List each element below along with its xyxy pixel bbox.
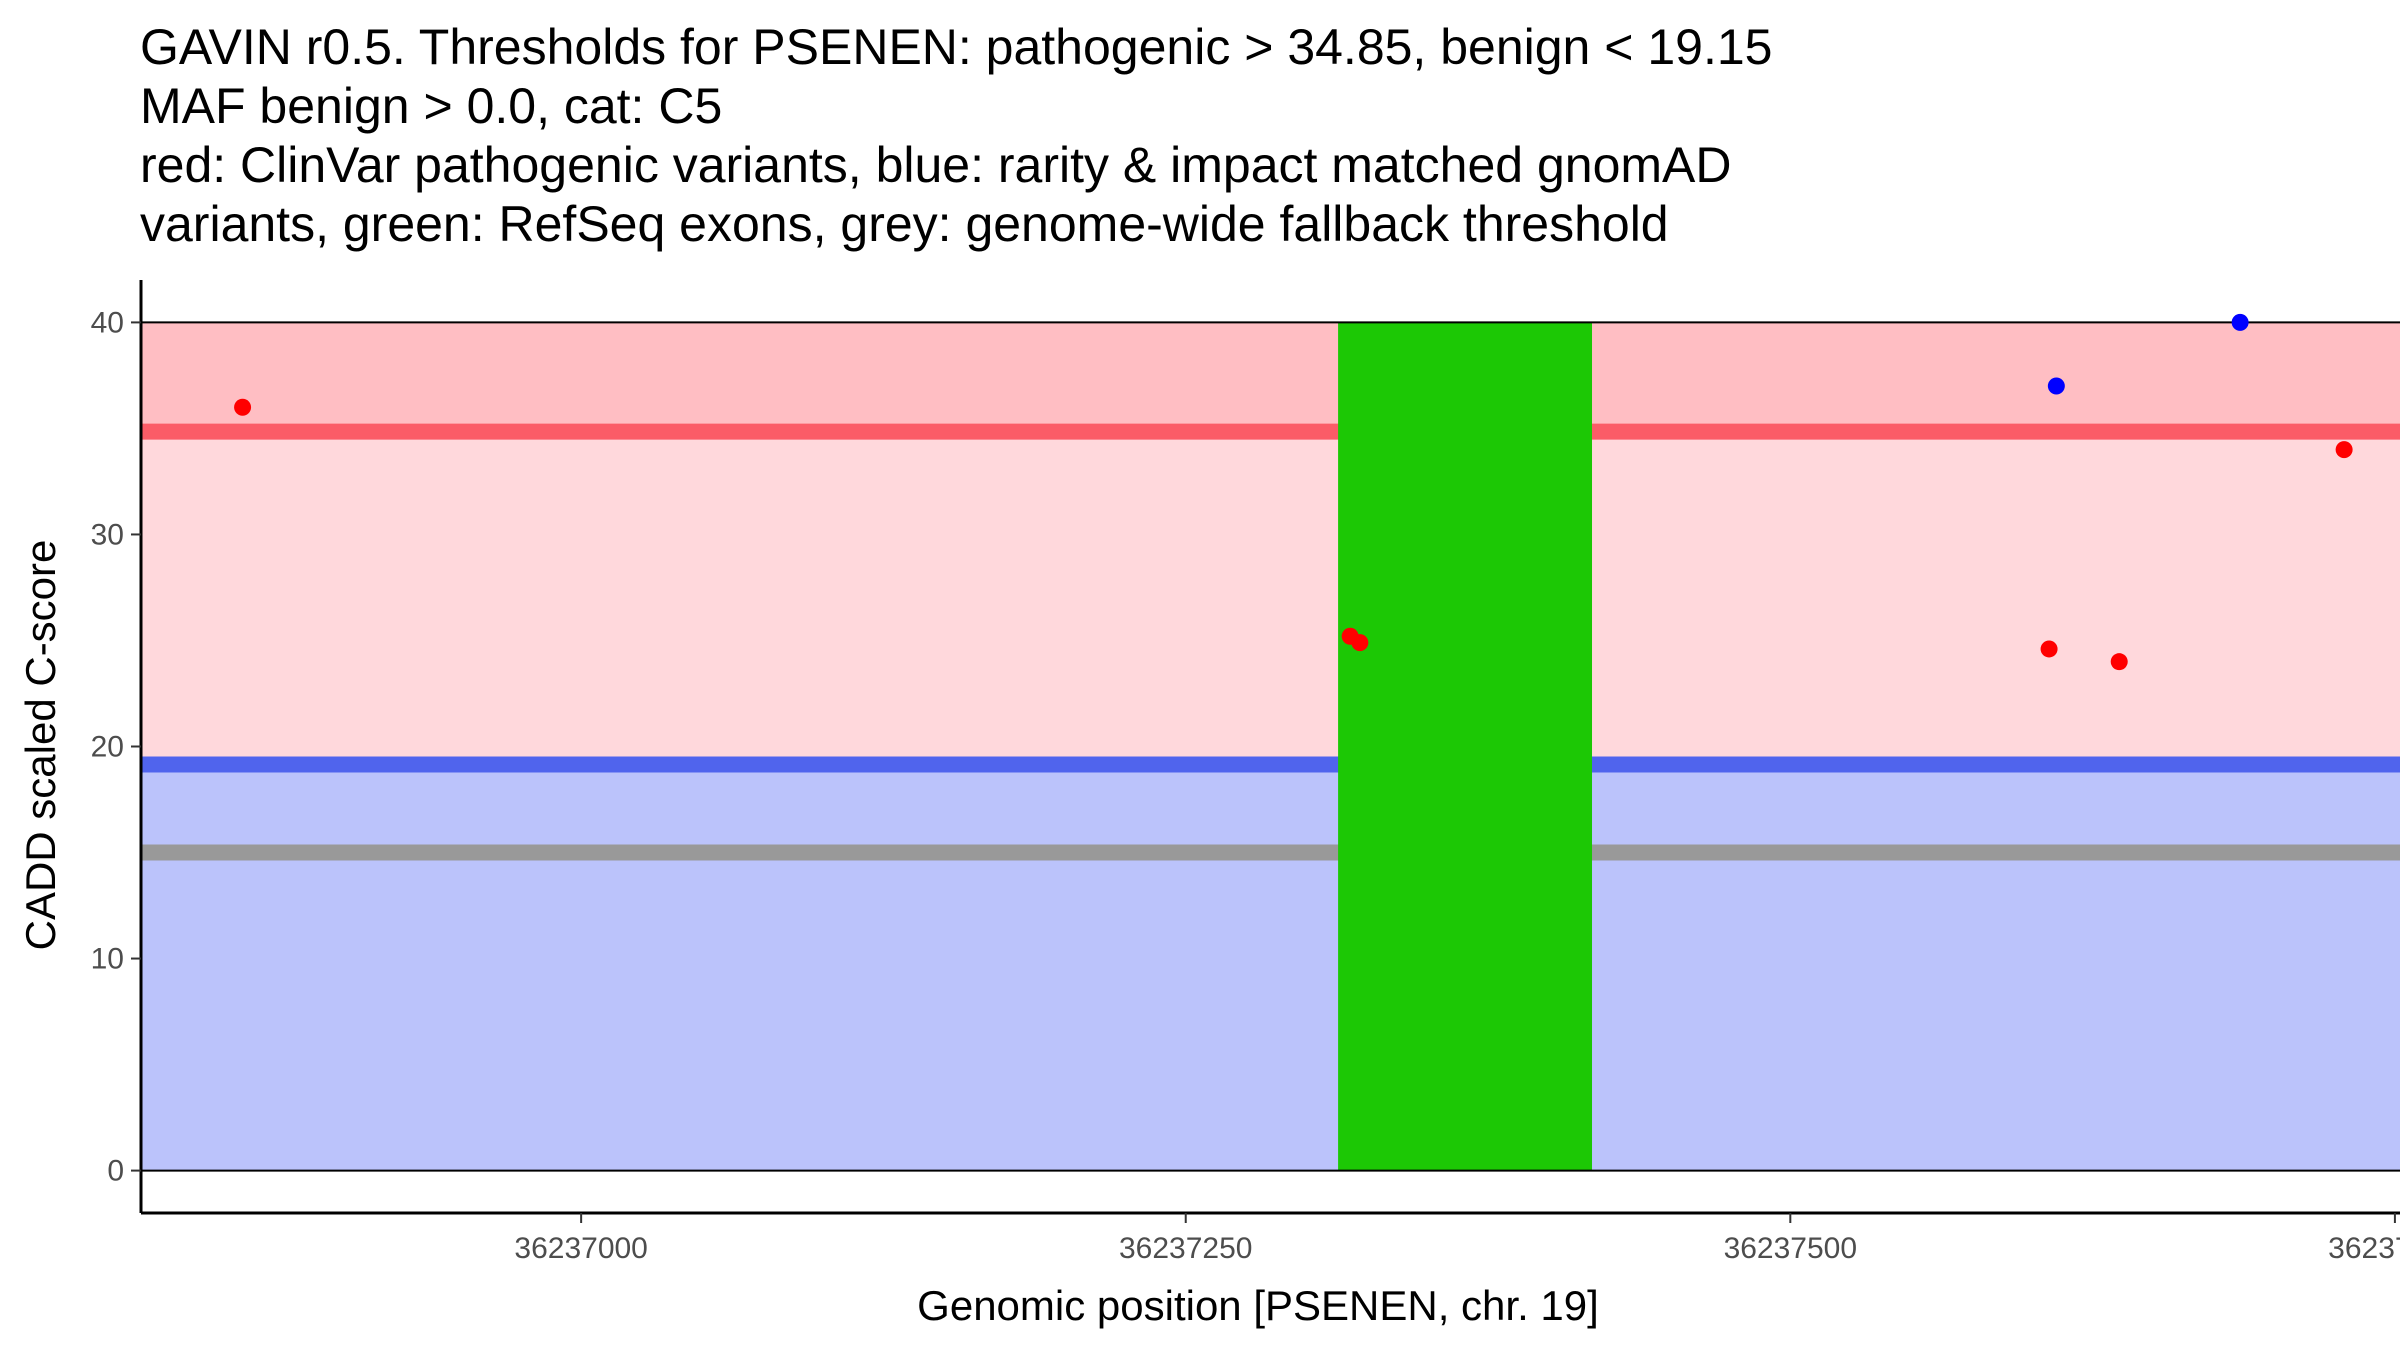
title-line-1: GAVIN r0.5. Thresholds for PSENEN: patho… [140,19,1773,75]
x-tick-label: 36237500 [1724,1232,1857,1265]
benign-region [141,764,2400,1171]
y-tick-label: 10 [91,943,124,976]
title-line-2: MAF benign > 0.0, cat: C5 [140,78,723,134]
clinvar-variant-point [1351,634,1369,652]
x-tick-label: 36237250 [1119,1232,1252,1265]
clinvar-variant-point [2110,653,2128,671]
title-line-3: red: ClinVar pathogenic variants, blue: … [140,137,1732,193]
pathogenic-region [141,322,2400,432]
x-tick-label: 36237000 [514,1232,647,1265]
clinvar-variant-point [234,398,252,416]
clinvar-variant-point [2040,640,2058,658]
y-axis-title: CADD scaled C-score [17,540,64,951]
clinvar-variant-point [2335,441,2353,459]
y-tick-label: 40 [91,306,124,339]
exon-region [1338,322,1593,1171]
y-tick-label: 30 [91,518,124,551]
gnomad-variant-point [2047,377,2065,395]
x-axis-title: Genomic position [PSENEN, chr. 19] [917,1282,1599,1329]
x-tick-label: 36237750 [2328,1232,2400,1265]
gnomad-variant-point [2231,313,2249,331]
title-line-4: variants, green: RefSeq exons, grey: gen… [140,196,1669,252]
y-tick-label: 20 [91,731,124,764]
intermediate-region [141,431,2400,765]
y-tick-label: 0 [107,1155,124,1188]
chart-title: GAVIN r0.5. Thresholds for PSENEN: patho… [140,18,2340,254]
